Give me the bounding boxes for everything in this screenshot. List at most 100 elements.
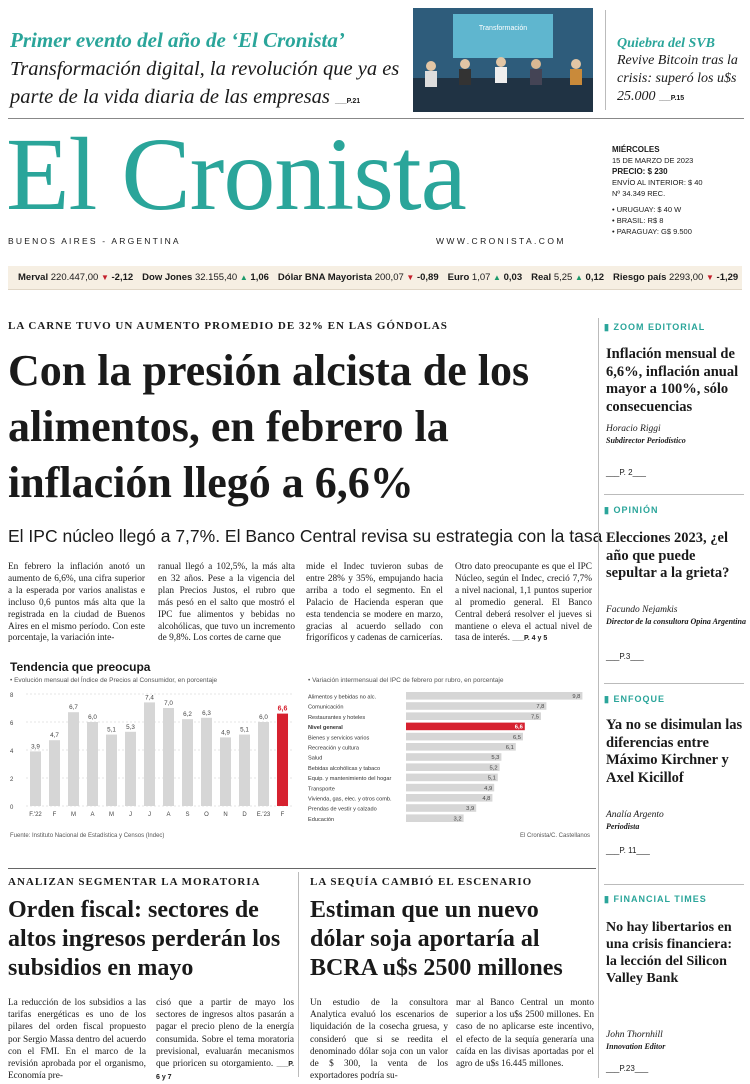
ticker-value: 5,25	[553, 272, 575, 283]
bar-value-label: 5,1	[107, 727, 116, 734]
sidebar-page-ref: ___P. 2___	[606, 468, 646, 477]
masthead-website[interactable]: WWW.CRONISTA.COM	[436, 236, 566, 246]
story2-headline[interactable]: Orden fiscal: sectores de altos ingresos…	[8, 897, 281, 981]
issue-price: PRECIO: $ 230	[612, 167, 668, 176]
promo-headline[interactable]: Transformación digital, la revolución qu…	[10, 55, 405, 116]
ticker-value: 1,07	[471, 272, 494, 283]
main-body-column: En febrero la inflación anotó un aumento…	[8, 562, 145, 644]
story3-headline[interactable]: Estiman que un nuevo dólar soja aportarí…	[310, 897, 563, 981]
bar	[406, 814, 464, 822]
bar-value-label: 4,9	[221, 729, 230, 736]
promo-headline-text: Transformación digital, la revolución qu…	[10, 58, 400, 108]
story3-body-column: Un estudio de la consultora Analytica ev…	[310, 998, 448, 1082]
story2-kicker: ANALIZAN SEGMENTAR LA MORATORIA	[8, 876, 261, 888]
bar	[406, 804, 477, 812]
sidebar-headline[interactable]: No hay libertarios en una crisis financi…	[606, 920, 732, 986]
x-tick-label: F	[281, 812, 285, 818]
bar	[86, 722, 99, 806]
sidebar-rule	[604, 884, 744, 885]
chart-title: Tendencia que preocupa	[10, 660, 151, 674]
bar-value-label: 5,3	[491, 755, 499, 761]
sidebar-page-ref: ___P.3___	[606, 652, 644, 661]
bar	[162, 708, 175, 806]
sidebar-section-label: ▮ FINANCIAL TIMES	[604, 894, 707, 904]
bar	[406, 712, 541, 720]
issue-shipping: ENVÍO AL INTERIOR: $ 40	[612, 178, 703, 187]
category-label: Equip. y mantenimiento del hogar	[308, 776, 391, 782]
sidebar-headline[interactable]: Ya no se disimulan las diferencias entre…	[606, 717, 743, 786]
sidebar-section-label: ▮ ENFOQUE	[604, 694, 665, 704]
sidebar-headline[interactable]: Inflación mensual de 6,6%, inflación anu…	[606, 346, 739, 415]
issue-date: 15 DE MARZO DE 2023	[612, 156, 694, 165]
svb-headline[interactable]: Revive Bitcoin tras la crisis: superó lo…	[617, 52, 745, 108]
arrow-up-icon: ▲	[493, 273, 501, 282]
bar	[181, 719, 194, 806]
bar	[200, 717, 213, 806]
top-rule	[8, 118, 744, 119]
price-abroad: • URUGUAY: $ 40 W	[612, 205, 682, 214]
issue-info: MIÉRCOLES 15 DE MARZO DE 2023 PRECIO: $ …	[612, 144, 742, 237]
bar	[48, 740, 61, 806]
bar-value-label: 7,8	[536, 704, 544, 710]
sidebar-page-ref: ___P.23___	[606, 1064, 649, 1073]
sidebar-rule	[604, 494, 744, 495]
chart1-subtitle: • Evolución mensual del Índice de Precio…	[10, 677, 218, 684]
sidebar-headline[interactable]: Elecciones 2023, ¿el año que puede sepul…	[606, 530, 730, 581]
sidebar-section-label: ▮ ZOOM EDITORIAL	[604, 322, 706, 332]
ticker-change: -1,29	[713, 272, 739, 283]
y-tick-label: 4	[10, 749, 14, 755]
price-abroad: • PARAGUAY: G$ 9.500	[612, 227, 692, 236]
main-deck: El IPC núcleo llegó a 7,7%. El Banco Cen…	[8, 526, 603, 546]
ticker-value: 32.155,40	[194, 272, 240, 283]
ticker-item: Euro 1,07 ▲ 0,03	[448, 272, 522, 283]
ticker-change: 0,03	[500, 272, 523, 283]
chart-source: Fuente: Instituto Nacional de Estadístic…	[10, 833, 165, 839]
monthly-ipc-bar-chart: 0 2 4 6 8 3,9 F.'22 4,7 F 6,7 M 6,0 A 5,1 M 5,3 J 7,4 J 7,0…	[10, 693, 292, 818]
sidebar-author: John Thornhill Innovation Editor	[606, 1030, 666, 1051]
x-tick-label: N	[223, 812, 227, 818]
ipc-by-category-bar-chart: Alimentos y bebidas no alc. 9,8 Comunicaci…	[308, 692, 583, 823]
ticker-change: -0,89	[414, 272, 439, 283]
bar	[406, 702, 547, 710]
main-headline[interactable]: Con la presión alcista de los alimentos,…	[8, 346, 530, 507]
bar	[406, 743, 516, 751]
y-tick-label: 2	[10, 777, 14, 783]
x-tick-label: M	[71, 812, 76, 818]
category-label: Prendas de vestir y calzado	[308, 807, 377, 813]
bar-value-label: 3,2	[454, 816, 462, 822]
category-label: Bebidas alcohólicas y tabaco	[308, 766, 380, 772]
sidebar-rule	[604, 683, 744, 684]
y-tick-label: 6	[10, 721, 14, 727]
x-tick-label: A	[166, 812, 170, 818]
bar	[406, 732, 523, 741]
category-label: Bienes y servicios varios	[308, 735, 369, 741]
arrow-down-icon: ▼	[705, 273, 714, 282]
bar	[67, 712, 80, 806]
bar-value-label: 5,1	[240, 727, 249, 734]
sidebar-section-label: ▮ OPINIÓN	[604, 505, 659, 515]
bar-value-label: 4,7	[50, 732, 59, 739]
promo-kicker: Primer evento del año de ‘El Cronista’	[10, 28, 345, 52]
bar-value-label: 6,2	[183, 711, 192, 718]
bar	[406, 722, 525, 731]
ticker-label: Real	[531, 272, 554, 283]
svb-page-ref: ___P.15	[659, 95, 685, 102]
category-label: Nivel general	[308, 725, 343, 731]
category-label: Salud	[308, 756, 322, 762]
bar	[238, 734, 251, 806]
arrow-down-icon: ▼	[100, 273, 109, 282]
sidebar-page-ref: ___P. 11___	[606, 846, 650, 855]
bar	[105, 734, 118, 806]
event-photo[interactable]: Transformación	[413, 8, 593, 112]
masthead-logo[interactable]: El Cronista	[6, 117, 467, 232]
bar-value-label: 6,6	[515, 725, 524, 731]
category-label: Transporte	[308, 786, 335, 792]
bar	[406, 753, 502, 761]
bar-value-label: 6,7	[69, 704, 78, 711]
stage-screen-text: Transformación	[479, 25, 527, 32]
ticker-item: Riesgo país 2293,00 ▼ -1,29	[613, 272, 738, 283]
bar-value-label: 4,8	[482, 796, 490, 802]
category-label: Restaurantes y hoteles	[308, 715, 365, 721]
ticker-label: Euro	[447, 272, 472, 283]
x-tick-label: D	[242, 812, 247, 818]
